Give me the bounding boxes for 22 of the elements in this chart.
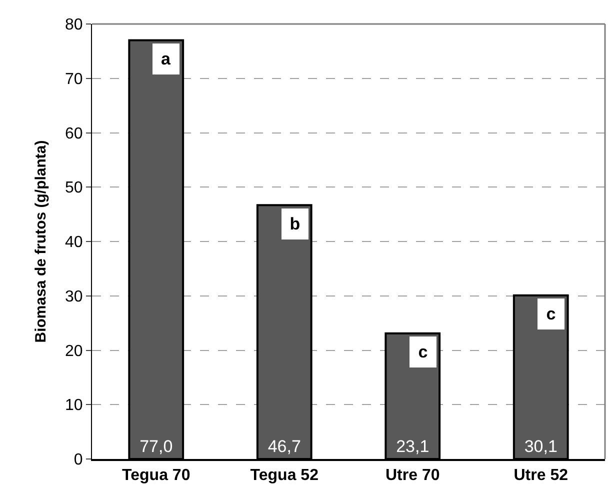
data-label: 30,1 <box>524 437 558 456</box>
y-tick-label: 20 <box>65 342 83 360</box>
annotation: a <box>161 50 171 68</box>
y-axis-title: Biomasa de frutos (g/planta) <box>32 140 50 343</box>
annotation: c <box>418 342 428 362</box>
data-label: 23,1 <box>396 437 430 456</box>
y-tick-label: 80 <box>65 16 83 34</box>
x-tick-label: Tegua 70 <box>122 466 190 484</box>
y-tick-label: 40 <box>65 234 83 252</box>
x-tick-label: Utre 52 <box>514 466 568 484</box>
data-label: 77,0 <box>140 437 173 456</box>
y-tick-label: 10 <box>65 397 83 414</box>
annotation: c <box>546 304 556 324</box>
x-tick-label: Utre 70 <box>386 466 440 484</box>
annotation: b <box>290 214 300 234</box>
y-tick-label: 0 <box>74 452 83 469</box>
y-tick-label: 30 <box>65 288 83 306</box>
data-label: 46,7 <box>268 437 301 456</box>
y-tick-label: 70 <box>65 70 83 88</box>
x-tick-label: Tegua 52 <box>250 466 319 484</box>
y-tick-label: 50 <box>65 180 83 197</box>
y-tick-label: 60 <box>65 125 83 142</box>
